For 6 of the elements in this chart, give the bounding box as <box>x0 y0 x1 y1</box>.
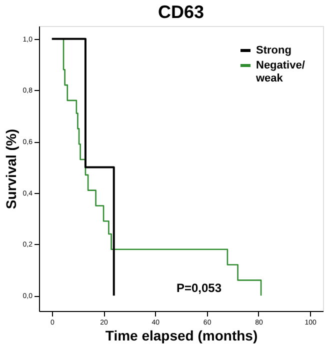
chart-title: CD63 <box>158 2 204 22</box>
y-axis-title: Survival (%) <box>2 128 19 210</box>
annotation: P=0,053 <box>176 281 222 295</box>
x-axis-title: Time elapsed (months) <box>105 328 258 344</box>
legend-label: Negative/ weak <box>255 60 305 84</box>
legend-label: Strong <box>256 44 292 56</box>
